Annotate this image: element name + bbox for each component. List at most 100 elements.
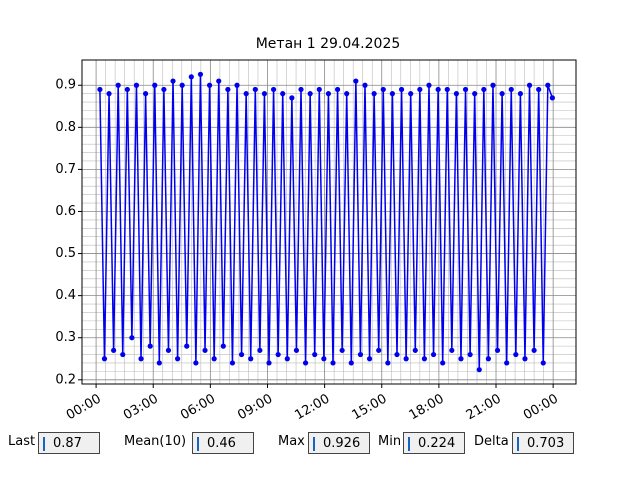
data-point — [302, 360, 309, 366]
y-tick-label: 0.2 — [55, 372, 76, 387]
data-point — [211, 356, 217, 362]
data-point — [321, 356, 327, 362]
data-point — [147, 343, 153, 349]
data-point — [494, 347, 501, 353]
data-point — [545, 82, 551, 88]
data-point — [417, 86, 423, 93]
data-point — [170, 78, 176, 84]
data-point — [440, 360, 446, 366]
stat-label: Mean(10) — [124, 434, 187, 449]
data-point — [531, 347, 537, 353]
data-point — [124, 86, 130, 93]
data-point — [115, 82, 121, 88]
y-tick-label: 0.8 — [55, 120, 76, 135]
data-point — [472, 91, 478, 97]
x-tick-label: 06:00 — [178, 392, 218, 424]
data-point — [330, 360, 336, 366]
data-point — [120, 351, 126, 358]
stat-label: Last — [8, 434, 36, 449]
data-point — [325, 91, 332, 97]
x-tick-label: 09:00 — [235, 392, 275, 424]
data-point — [403, 356, 409, 362]
data-point — [129, 335, 135, 341]
x-tick-label: 18:00 — [407, 392, 447, 424]
data-point — [238, 351, 245, 358]
data-point — [467, 351, 473, 358]
data-point — [101, 356, 108, 362]
stat-value: 0.926 — [308, 432, 370, 454]
data-point — [444, 86, 450, 93]
data-point — [193, 360, 199, 366]
data-point — [344, 91, 350, 97]
data-point — [206, 82, 213, 88]
data-point — [280, 91, 286, 97]
stat-label: Max — [278, 434, 305, 449]
data-point — [353, 78, 359, 84]
data-point — [138, 356, 144, 362]
data-point — [526, 82, 533, 88]
y-tick-label: 0.3 — [55, 330, 76, 345]
data-point — [449, 347, 455, 353]
data-point — [398, 86, 405, 93]
data-point — [458, 356, 464, 362]
stat-value: 0.46 — [192, 432, 254, 454]
data-point — [481, 86, 487, 93]
data-point — [376, 347, 382, 353]
stat-value: 0.224 — [403, 432, 465, 454]
stat-value: 0.87 — [38, 432, 100, 454]
data-point — [517, 91, 523, 97]
data-point — [366, 356, 373, 362]
chart: Метан 1 29.04.2025 0.2 0.3 0.4 0.5 0.6 0.7 0.8… — [55, 36, 577, 424]
data-point — [289, 95, 295, 101]
stat-label: Min — [378, 434, 402, 449]
data-point — [229, 360, 236, 366]
data-point — [394, 351, 400, 358]
data-point — [362, 82, 368, 88]
x-tick-label: 00:00 — [64, 392, 104, 424]
data-point — [536, 86, 542, 93]
data-point — [462, 86, 469, 93]
chart-title: Метан 1 29.04.2025 — [256, 36, 401, 52]
stat-value: 0.703 — [512, 432, 574, 454]
data-point — [316, 86, 322, 93]
data-point — [184, 343, 190, 349]
data-point — [261, 91, 268, 97]
data-point — [334, 86, 341, 93]
data-point — [234, 82, 240, 88]
y-tick-label: 0.6 — [55, 204, 76, 219]
stat-label: Delta — [474, 434, 509, 449]
data-point — [225, 86, 231, 93]
data-point — [371, 91, 377, 97]
data-point — [408, 91, 414, 97]
data-point — [312, 351, 318, 358]
y-tick-label: 0.7 — [55, 162, 76, 177]
y-tick-label: 0.4 — [55, 288, 76, 303]
data-point — [202, 347, 208, 353]
data-point — [357, 351, 364, 358]
data-point — [197, 71, 204, 77]
data-point — [380, 86, 386, 93]
data-point — [490, 82, 496, 88]
x-tick-label: 03:00 — [121, 392, 161, 424]
y-tick-label: 0.5 — [55, 246, 76, 261]
data-point — [540, 360, 546, 366]
data-point — [152, 82, 158, 88]
data-point — [188, 74, 194, 80]
data-point — [156, 360, 162, 366]
data-point — [453, 91, 460, 97]
data-point — [111, 347, 117, 353]
data-point — [252, 86, 258, 93]
data-point — [248, 356, 254, 362]
data-point — [257, 347, 263, 353]
data-point — [307, 91, 313, 97]
data-point — [421, 356, 428, 362]
data-point — [508, 86, 514, 93]
data-point — [266, 360, 272, 366]
data-point — [165, 347, 172, 353]
data-point — [426, 82, 432, 88]
data-point — [106, 91, 112, 97]
data-point — [97, 86, 103, 93]
data-point — [549, 95, 555, 101]
x-tick-label: 15:00 — [350, 392, 390, 424]
